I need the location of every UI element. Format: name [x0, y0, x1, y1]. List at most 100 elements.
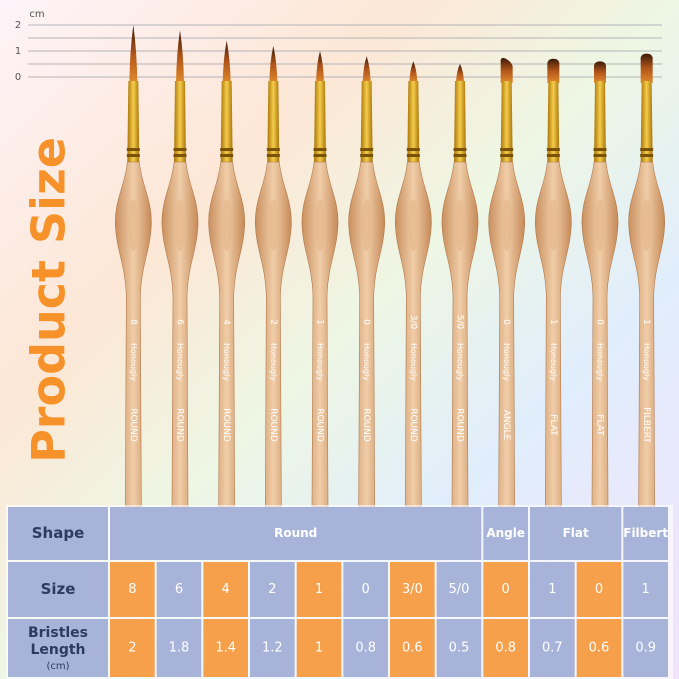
cell: [576, 619, 622, 677]
cell-value: 1.4: [215, 641, 236, 656]
cell: [250, 562, 295, 617]
ferrule-ring: [593, 154, 607, 157]
brush-brand: Honougly: [596, 343, 605, 381]
ferrule: [407, 81, 420, 162]
ferrule-ring: [266, 148, 280, 151]
ferrule-ring: [546, 148, 560, 151]
ferrule-ring: [126, 154, 140, 157]
cell-value: 0.9: [635, 641, 656, 656]
brush-size: 6: [175, 319, 185, 325]
bristles: [640, 53, 653, 83]
header-cell: [8, 562, 108, 617]
brush-brand: Honougly: [409, 343, 418, 381]
ferrule-ring: [126, 148, 140, 151]
brushes: 8 Honougly ROUND 6 Honougly ROUND 4 Honougly ROU…: [115, 25, 665, 508]
brush-size: 0: [501, 319, 511, 325]
shape-cell: [530, 507, 622, 560]
header-cell: [8, 619, 108, 677]
cell: [110, 562, 155, 617]
handle-grip: [128, 199, 139, 251]
ferrule-ring: [173, 148, 187, 151]
cell-value: 1.8: [169, 641, 190, 656]
ferrule-ring: [453, 148, 467, 151]
ferrule-ring: [640, 148, 654, 151]
ruler-unit: cm: [29, 9, 44, 20]
shape-cell: [483, 507, 528, 560]
shape-cell: [623, 507, 668, 560]
cell-value: 1: [315, 641, 323, 656]
ferrule-ring: [313, 148, 327, 151]
brush-shape: ROUND: [408, 408, 418, 442]
cell: [156, 562, 202, 617]
brush-shape: FILBERT: [641, 407, 651, 443]
ferrule-ring: [313, 154, 327, 157]
cell: [576, 562, 622, 617]
brush-shape: ROUND: [361, 408, 371, 442]
ferrule: [267, 81, 280, 162]
title: Product Size: [22, 137, 76, 463]
cell-value: 0.7: [542, 641, 563, 656]
cell: [296, 619, 342, 677]
cell: [530, 562, 575, 617]
cell-value: 2: [268, 582, 276, 597]
brush-brand: Honougly: [316, 343, 325, 381]
brush-brand: Honougly: [502, 343, 511, 381]
cell: [250, 619, 295, 677]
ferrule-ring: [406, 154, 420, 157]
cell: [483, 562, 528, 617]
ferrule: [547, 81, 560, 162]
cell-value: 1: [548, 582, 556, 597]
brush-shape: ROUND: [128, 408, 138, 442]
brush-brand: Honougly: [642, 343, 651, 381]
cell: [623, 619, 668, 677]
cell-value: 0.6: [589, 641, 610, 656]
cell: [110, 619, 155, 677]
cell-value: 1.2: [262, 641, 283, 656]
ferrule-ring: [360, 154, 374, 157]
bristles: [594, 61, 606, 83]
ferrule-ring: [266, 154, 280, 157]
cell: [390, 562, 435, 617]
ruler-tick: 1: [15, 46, 21, 57]
handle-grip: [268, 199, 279, 251]
brush-size: 0: [361, 319, 371, 325]
handle-grip: [221, 199, 232, 251]
ruler-tick: 2: [15, 20, 21, 31]
bristles: [409, 61, 418, 83]
ferrule: [640, 81, 653, 162]
bristles: [269, 45, 278, 83]
handle-grip: [455, 199, 465, 251]
handle-grip: [175, 199, 185, 251]
brush-size: 4: [221, 319, 231, 325]
header-label: Shape: [32, 524, 85, 542]
ferrule-ring: [500, 148, 514, 151]
ferrule-ring: [453, 154, 467, 157]
cell-value: 0: [502, 582, 510, 597]
brush-brand: Honougly: [222, 343, 231, 381]
cell: [203, 619, 248, 677]
ferrule: [127, 81, 140, 162]
row-label: Length: [30, 642, 85, 658]
bristles: [456, 64, 464, 83]
brush-size: 3/0: [408, 315, 418, 330]
brush-size: 1: [315, 319, 325, 325]
brush-size: 1: [641, 319, 651, 325]
brush-brand: Honougly: [456, 343, 465, 381]
cell-value: 0.6: [402, 641, 423, 656]
bristles: [500, 57, 513, 83]
brush-size: 0: [595, 319, 605, 325]
header-cell: [8, 507, 108, 560]
ferrule-ring: [173, 154, 187, 157]
ferrule: [360, 81, 373, 162]
cell: [156, 619, 202, 677]
cell-value: 0.8: [495, 641, 516, 656]
brush-size: 8: [128, 319, 138, 325]
ferrule-ring: [640, 154, 654, 157]
brush-shape: ROUND: [268, 408, 278, 442]
handle-grip: [548, 199, 559, 251]
cell: [436, 619, 482, 677]
brush-brand: Honougly: [129, 343, 138, 381]
row-label: Bristles: [28, 625, 88, 641]
cell-value: 5/0: [449, 582, 470, 597]
